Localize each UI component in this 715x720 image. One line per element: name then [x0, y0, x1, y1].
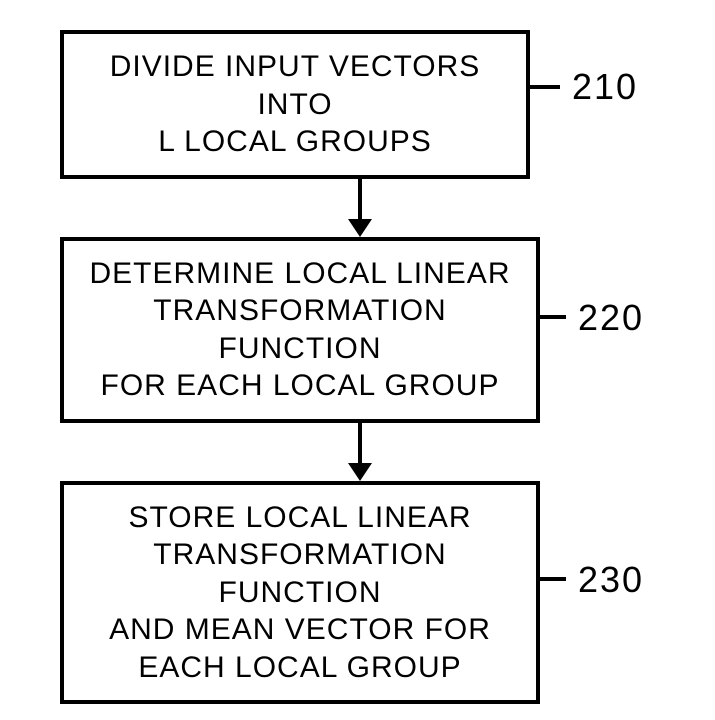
box-line: DETERMINE LOCAL LINEAR [74, 255, 526, 293]
box-label: 210 [572, 66, 638, 108]
label-lead [530, 85, 560, 89]
flow-arrow [125, 179, 595, 237]
box-line: AND MEAN VECTOR FOR [74, 611, 526, 649]
box-line: STORE LOCAL LINEAR [74, 499, 526, 537]
box-line: EACH LOCAL GROUP [74, 649, 526, 687]
arrowhead-icon [348, 219, 372, 237]
flow-box-store: STORE LOCAL LINEAR TRANSFORMATION FUNCTI… [60, 481, 540, 705]
box-line: TRANSFORMATION FUNCTION [74, 292, 526, 367]
box-label: 220 [578, 297, 644, 339]
box-line: TRANSFORMATION FUNCTION [74, 536, 526, 611]
flow-box-determine: DETERMINE LOCAL LINEAR TRANSFORMATION FU… [60, 237, 540, 423]
box-line: FOR EACH LOCAL GROUP [74, 367, 526, 405]
flowchart-container: DIVIDE INPUT VECTORS INTO L LOCAL GROUPS… [60, 30, 660, 704]
label-lead [540, 577, 566, 581]
box-line: DIVIDE INPUT VECTORS INTO [74, 48, 516, 123]
arrowhead-icon [348, 463, 372, 481]
box-line: L LOCAL GROUPS [74, 123, 516, 161]
box-label: 230 [578, 559, 644, 601]
label-lead [540, 315, 566, 319]
flow-box-divide: DIVIDE INPUT VECTORS INTO L LOCAL GROUPS [60, 30, 530, 179]
flow-arrow [120, 423, 600, 481]
